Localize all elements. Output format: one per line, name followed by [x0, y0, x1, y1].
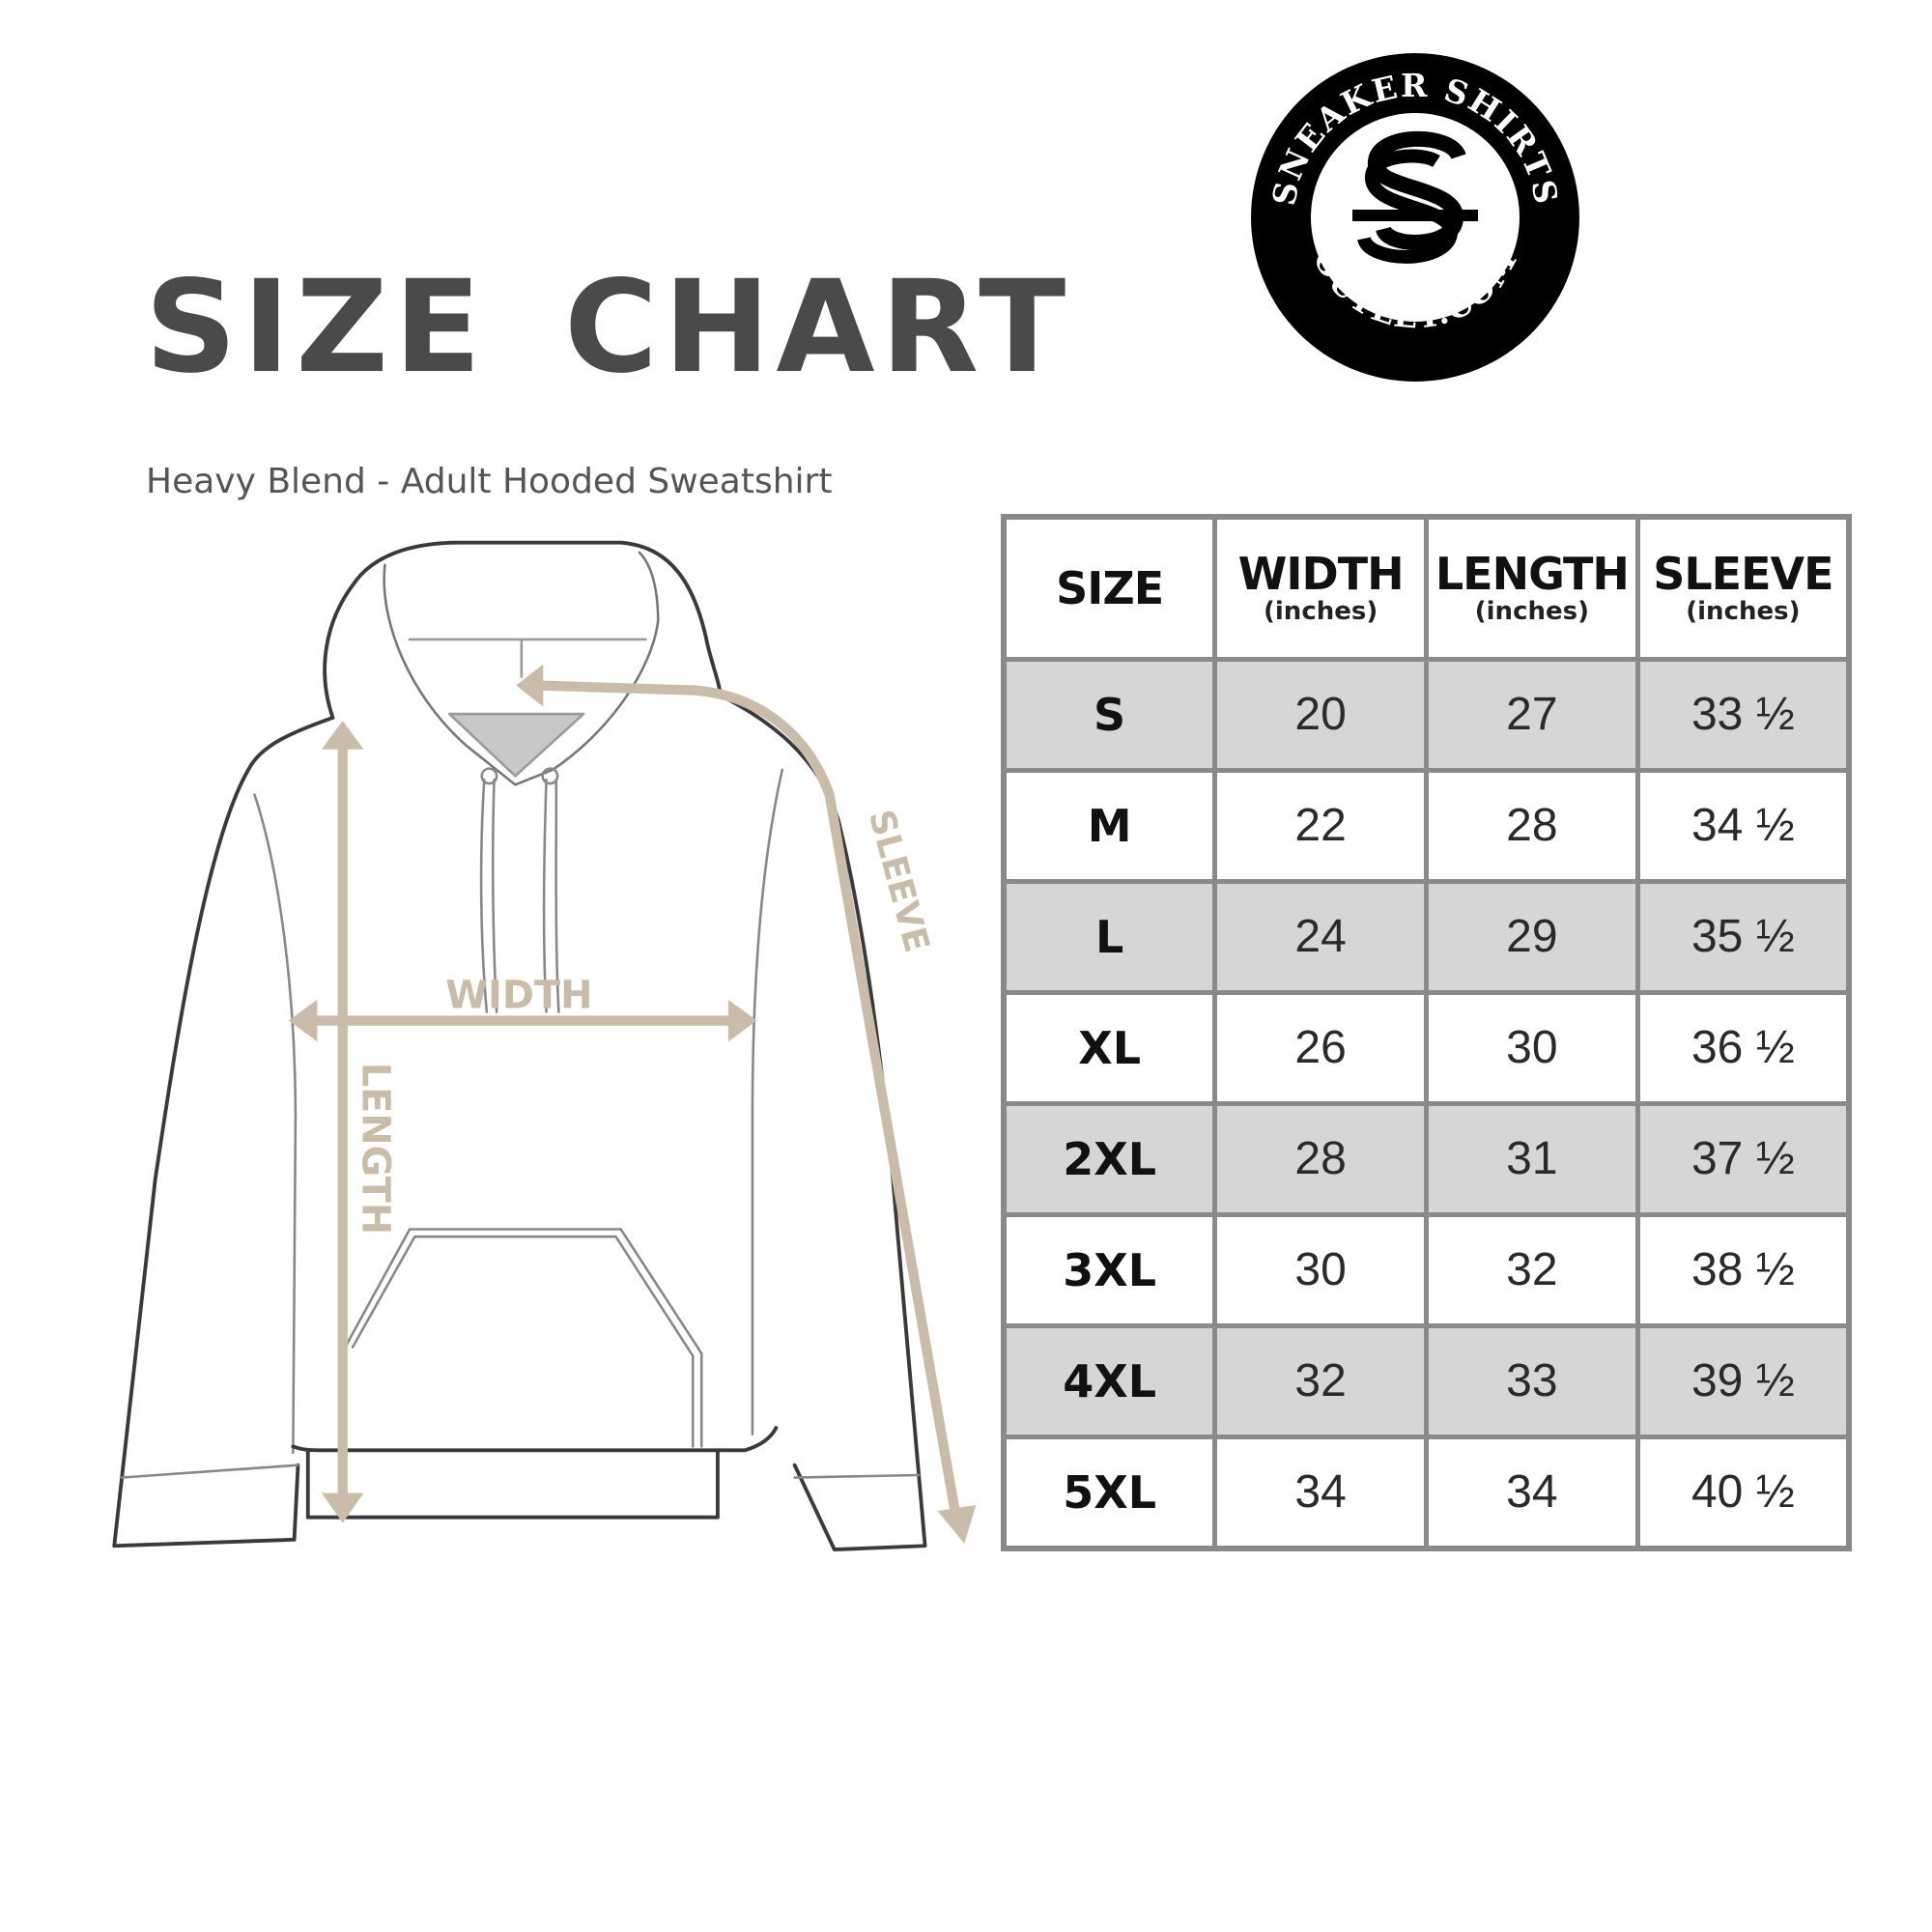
- cell-size: L: [1001, 878, 1218, 995]
- measure-arrows: [288, 664, 977, 1544]
- cell-length: 29: [1424, 878, 1640, 995]
- sleeve-label: SLEEVE: [861, 806, 937, 956]
- cell-size: M: [1001, 767, 1218, 884]
- header-sleeve: SLEEVE (inches): [1634, 514, 1852, 662]
- cell-length: 32: [1424, 1211, 1640, 1328]
- cell-sleeve: 40 ½: [1634, 1434, 1852, 1551]
- cell-width: 24: [1212, 878, 1429, 995]
- cell-length: 31: [1424, 1100, 1640, 1217]
- cell-length: 28: [1424, 767, 1640, 884]
- cell-sleeve: 36 ½: [1634, 989, 1852, 1106]
- header-size: SIZE: [1001, 514, 1218, 662]
- cell-length: 33: [1424, 1322, 1640, 1439]
- cell-width: 20: [1212, 657, 1429, 773]
- cell-length: 30: [1424, 989, 1640, 1106]
- cell-sleeve: 33 ½: [1634, 657, 1852, 773]
- cell-size: 5XL: [1001, 1434, 1218, 1551]
- cell-sleeve: 35 ½: [1634, 878, 1852, 995]
- table-header-row: SIZE WIDTH (inches) LENGTH (inches) SLEEVE…: [1001, 514, 1852, 662]
- cell-sleeve: 39 ½: [1634, 1322, 1852, 1439]
- brand-logo: SNEAKER SHIRTS OUTLET.COM: [1251, 53, 1579, 382]
- cell-size: 2XL: [1001, 1100, 1218, 1217]
- table-row: 3XL 30 32 38 ½: [1001, 1211, 1852, 1328]
- cell-sleeve: 38 ½: [1634, 1211, 1852, 1328]
- table-row: 5XL 34 34 40 ½: [1001, 1434, 1852, 1551]
- header-width: WIDTH (inches): [1212, 514, 1429, 662]
- table-row: M 22 28 34 ½: [1001, 767, 1852, 884]
- sleeve-arrow: [531, 680, 961, 1522]
- hoodie-outline: [112, 540, 927, 1552]
- cell-sleeve: 37 ½: [1634, 1100, 1852, 1217]
- cell-width: 28: [1212, 1100, 1429, 1217]
- cell-length: 34: [1424, 1434, 1640, 1551]
- table-row: S 20 27 33 ½: [1001, 657, 1852, 773]
- product-subtitle: Heavy Blend - Adult Hooded Sweatshirt: [146, 462, 833, 501]
- cell-size: 3XL: [1001, 1211, 1218, 1328]
- length-label: LENGTH: [353, 1063, 397, 1235]
- width-label: WIDTH: [445, 974, 592, 1018]
- cell-width: 32: [1212, 1322, 1429, 1439]
- header-length: LENGTH (inches): [1424, 514, 1640, 662]
- table-row: 2XL 28 31 37 ½: [1001, 1100, 1852, 1217]
- table-row: XL 26 30 36 ½: [1001, 989, 1852, 1106]
- cell-size: XL: [1001, 989, 1218, 1106]
- cell-width: 30: [1212, 1211, 1429, 1328]
- page-title: SIZE CHART: [145, 253, 1072, 402]
- cell-width: 34: [1212, 1434, 1429, 1551]
- table-row: 4XL 32 33 39 ½: [1001, 1322, 1852, 1439]
- cell-length: 27: [1424, 657, 1640, 773]
- cell-size: S: [1001, 657, 1218, 773]
- size-table: SIZE WIDTH (inches) LENGTH (inches) SLEEVE…: [1001, 514, 1852, 1551]
- cell-size: 4XL: [1001, 1322, 1218, 1439]
- table-row: L 24 29 35 ½: [1001, 878, 1852, 995]
- cell-sleeve: 34 ½: [1634, 767, 1852, 884]
- cell-width: 26: [1212, 989, 1429, 1106]
- cell-width: 22: [1212, 767, 1429, 884]
